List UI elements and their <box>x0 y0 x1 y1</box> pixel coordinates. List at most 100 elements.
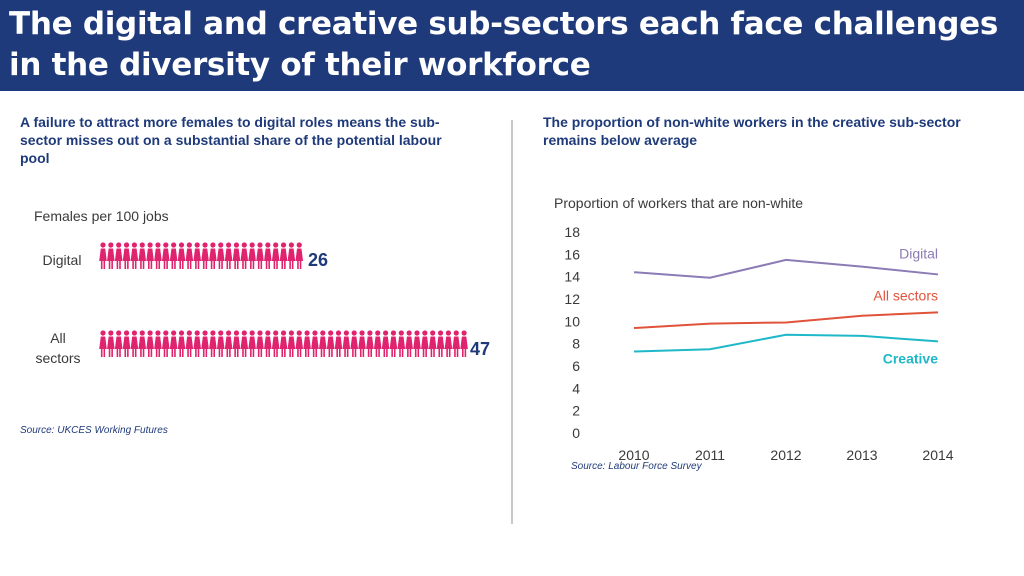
female-figure-icon <box>185 330 194 357</box>
female-figure-icon <box>99 330 107 357</box>
female-figure-icon <box>248 242 256 269</box>
female-figure-icon <box>162 330 170 357</box>
x-tick-label: 2012 <box>770 447 801 463</box>
female-figure-icon <box>326 330 335 357</box>
female-figure-icon <box>279 330 288 357</box>
female-figure-icon <box>201 330 209 357</box>
female-figure-icon <box>154 242 162 269</box>
female-figure-icon <box>216 242 225 269</box>
female-figure-icon <box>452 330 461 357</box>
female-figure-icon <box>154 330 162 357</box>
female-figure-icon <box>169 242 178 269</box>
female-figure-icon <box>114 242 123 269</box>
y-tick-label: 2 <box>572 403 580 419</box>
female-figure-icon <box>436 330 445 357</box>
female-figure-icon <box>99 242 107 269</box>
left-source-note: Source: UKCES Working Futures <box>20 425 168 436</box>
series-label: All sectors <box>873 287 938 303</box>
female-figure-icon <box>287 242 296 269</box>
category-label-line: All <box>50 330 66 346</box>
female-figure-icon <box>342 330 351 357</box>
female-figure-icon <box>279 242 288 269</box>
y-tick-label: 8 <box>572 336 580 352</box>
female-figure-icon <box>240 330 249 357</box>
x-tick-label: 2010 <box>618 447 649 463</box>
female-figure-icon <box>264 242 272 269</box>
female-figure-icon <box>224 330 233 357</box>
female-figure-icon <box>107 330 115 357</box>
x-tick-label: 2011 <box>695 447 725 463</box>
series-line-digital <box>633 258 939 279</box>
female-figure-icon <box>146 242 154 269</box>
female-figure-icon <box>193 242 201 269</box>
female-figure-icon <box>248 330 256 357</box>
y-tick-label: 12 <box>564 291 580 307</box>
female-figure-icon <box>319 330 327 357</box>
female-figure-icon <box>295 330 304 357</box>
female-figure-icon <box>334 330 343 357</box>
y-tick-label: 0 <box>572 425 580 441</box>
series-line-creative <box>633 333 939 353</box>
female-figure-icon <box>138 242 147 269</box>
pictogram-value-all-sectors: 47 <box>470 339 491 359</box>
female-figure-icon <box>177 330 186 357</box>
pictogram-row <box>99 330 468 357</box>
line-chart-title: Proportion of workers that are non-white <box>554 195 804 211</box>
female-figure-icon <box>271 242 280 269</box>
female-figure-icon <box>224 242 233 269</box>
female-figure-icon <box>169 330 178 357</box>
right-panel-subtitle: The proportion of non-white workers in t… <box>543 114 961 148</box>
y-tick-label: 6 <box>572 358 580 374</box>
female-figure-icon <box>428 330 437 357</box>
female-figure-icon <box>201 242 209 269</box>
female-figure-icon <box>122 330 131 357</box>
female-figure-icon <box>232 330 241 357</box>
female-figure-icon <box>185 242 194 269</box>
female-figure-icon <box>107 242 115 269</box>
y-tick-label: 18 <box>564 224 580 240</box>
female-figure-icon <box>162 242 170 269</box>
female-figure-icon <box>295 242 304 269</box>
page-title: The digital and creative sub-sectors eac… <box>9 6 999 83</box>
female-figure-icon <box>271 330 280 357</box>
female-figure-icon <box>397 330 406 357</box>
female-figure-icon <box>138 330 147 357</box>
female-figure-icon <box>146 330 154 357</box>
y-tick-label: 16 <box>564 246 580 262</box>
line-chart: 0 2 4 6 8 10 12 14 16 18 2010 2011 2012 2013 2014 Digit… <box>564 224 953 463</box>
y-tick-label: 4 <box>572 380 580 396</box>
female-figure-icon <box>303 330 311 357</box>
pictogram-row <box>99 242 304 269</box>
y-tick-label: 14 <box>564 269 580 285</box>
header-banner: The digital and creative sub-sectors eac… <box>0 0 1024 91</box>
female-figure-icon <box>216 330 225 357</box>
female-figure-icon <box>122 242 131 269</box>
female-figure-icon <box>358 330 366 357</box>
series-label: Creative <box>883 350 938 366</box>
female-figure-icon <box>256 330 264 357</box>
panel-divider <box>511 120 513 524</box>
female-figure-icon <box>413 330 421 357</box>
female-figure-icon <box>389 330 398 357</box>
female-figure-icon <box>373 330 382 357</box>
pictogram-value-digital: 26 <box>308 250 329 270</box>
female-figure-icon <box>240 242 249 269</box>
series-label: Digital <box>899 245 938 261</box>
female-figure-icon <box>177 242 186 269</box>
female-figure-icon <box>256 242 264 269</box>
right-source-note: Source: Labour Force Survey <box>571 461 702 472</box>
female-figure-icon <box>421 330 429 357</box>
y-tick-label: 10 <box>564 313 580 329</box>
female-figure-icon <box>232 242 241 269</box>
female-figure-icon <box>287 330 296 357</box>
female-figure-icon <box>209 242 217 269</box>
female-figure-icon <box>366 330 374 357</box>
pictogram-row-label-digital: Digital <box>30 250 94 270</box>
female-figure-icon <box>444 330 453 357</box>
female-figure-icon <box>264 330 272 357</box>
female-figure-icon <box>350 330 358 357</box>
female-figure-icon <box>130 242 139 269</box>
series-line-all-sectors <box>633 311 939 330</box>
category-label-line: sectors <box>35 350 81 366</box>
female-figure-icon <box>405 330 413 357</box>
